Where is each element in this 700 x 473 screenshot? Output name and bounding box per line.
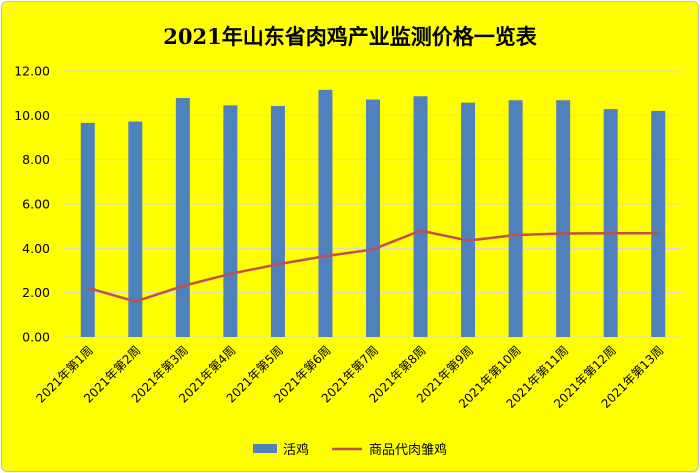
- line-chuji: [87, 229, 659, 303]
- bar-huoji: [508, 100, 523, 337]
- y-tick-label: 0.00: [22, 330, 50, 345]
- legend-swatch-huoji: [253, 444, 277, 453]
- y-axis-ticks: 0.00 2.00 4.00 6.00 8.00 10.00 12.00: [14, 64, 50, 345]
- chart-title: 2021年山东省肉鸡产业监测价格一览表: [163, 24, 537, 49]
- y-tick-label: 4.00: [22, 241, 50, 256]
- bar-huoji: [366, 99, 380, 337]
- bar-huoji: [270, 106, 285, 337]
- bar-series: [80, 89, 666, 338]
- line-series: [87, 229, 659, 303]
- legend-label-chuji: 商品代肉雏鸡: [369, 442, 447, 458]
- bar-huoji: [223, 105, 238, 337]
- bar-huoji: [175, 98, 190, 337]
- bar-huoji: [80, 122, 95, 338]
- bar-huoji: [603, 109, 618, 337]
- x-axis-ticks: 2021年第1周2021年第2周2021年第3周2021年第4周2021年第5周…: [34, 343, 667, 411]
- y-tick-label: 6.00: [22, 197, 50, 212]
- y-tick-label: 8.00: [22, 152, 50, 167]
- legend-label-huoji: 活鸡: [283, 442, 309, 458]
- bar-huoji: [651, 110, 666, 338]
- y-tick-label: 12.00: [14, 64, 50, 79]
- y-tick-label: 10.00: [14, 108, 50, 123]
- bar-huoji: [128, 121, 143, 337]
- bar-huoji: [461, 102, 476, 337]
- bar-huoji: [556, 100, 571, 337]
- y-tick-label: 2.00: [22, 285, 50, 300]
- bar-huoji: [318, 89, 333, 337]
- bar-huoji: [413, 96, 428, 338]
- legend: 活鸡 商品代肉雏鸡: [253, 442, 447, 458]
